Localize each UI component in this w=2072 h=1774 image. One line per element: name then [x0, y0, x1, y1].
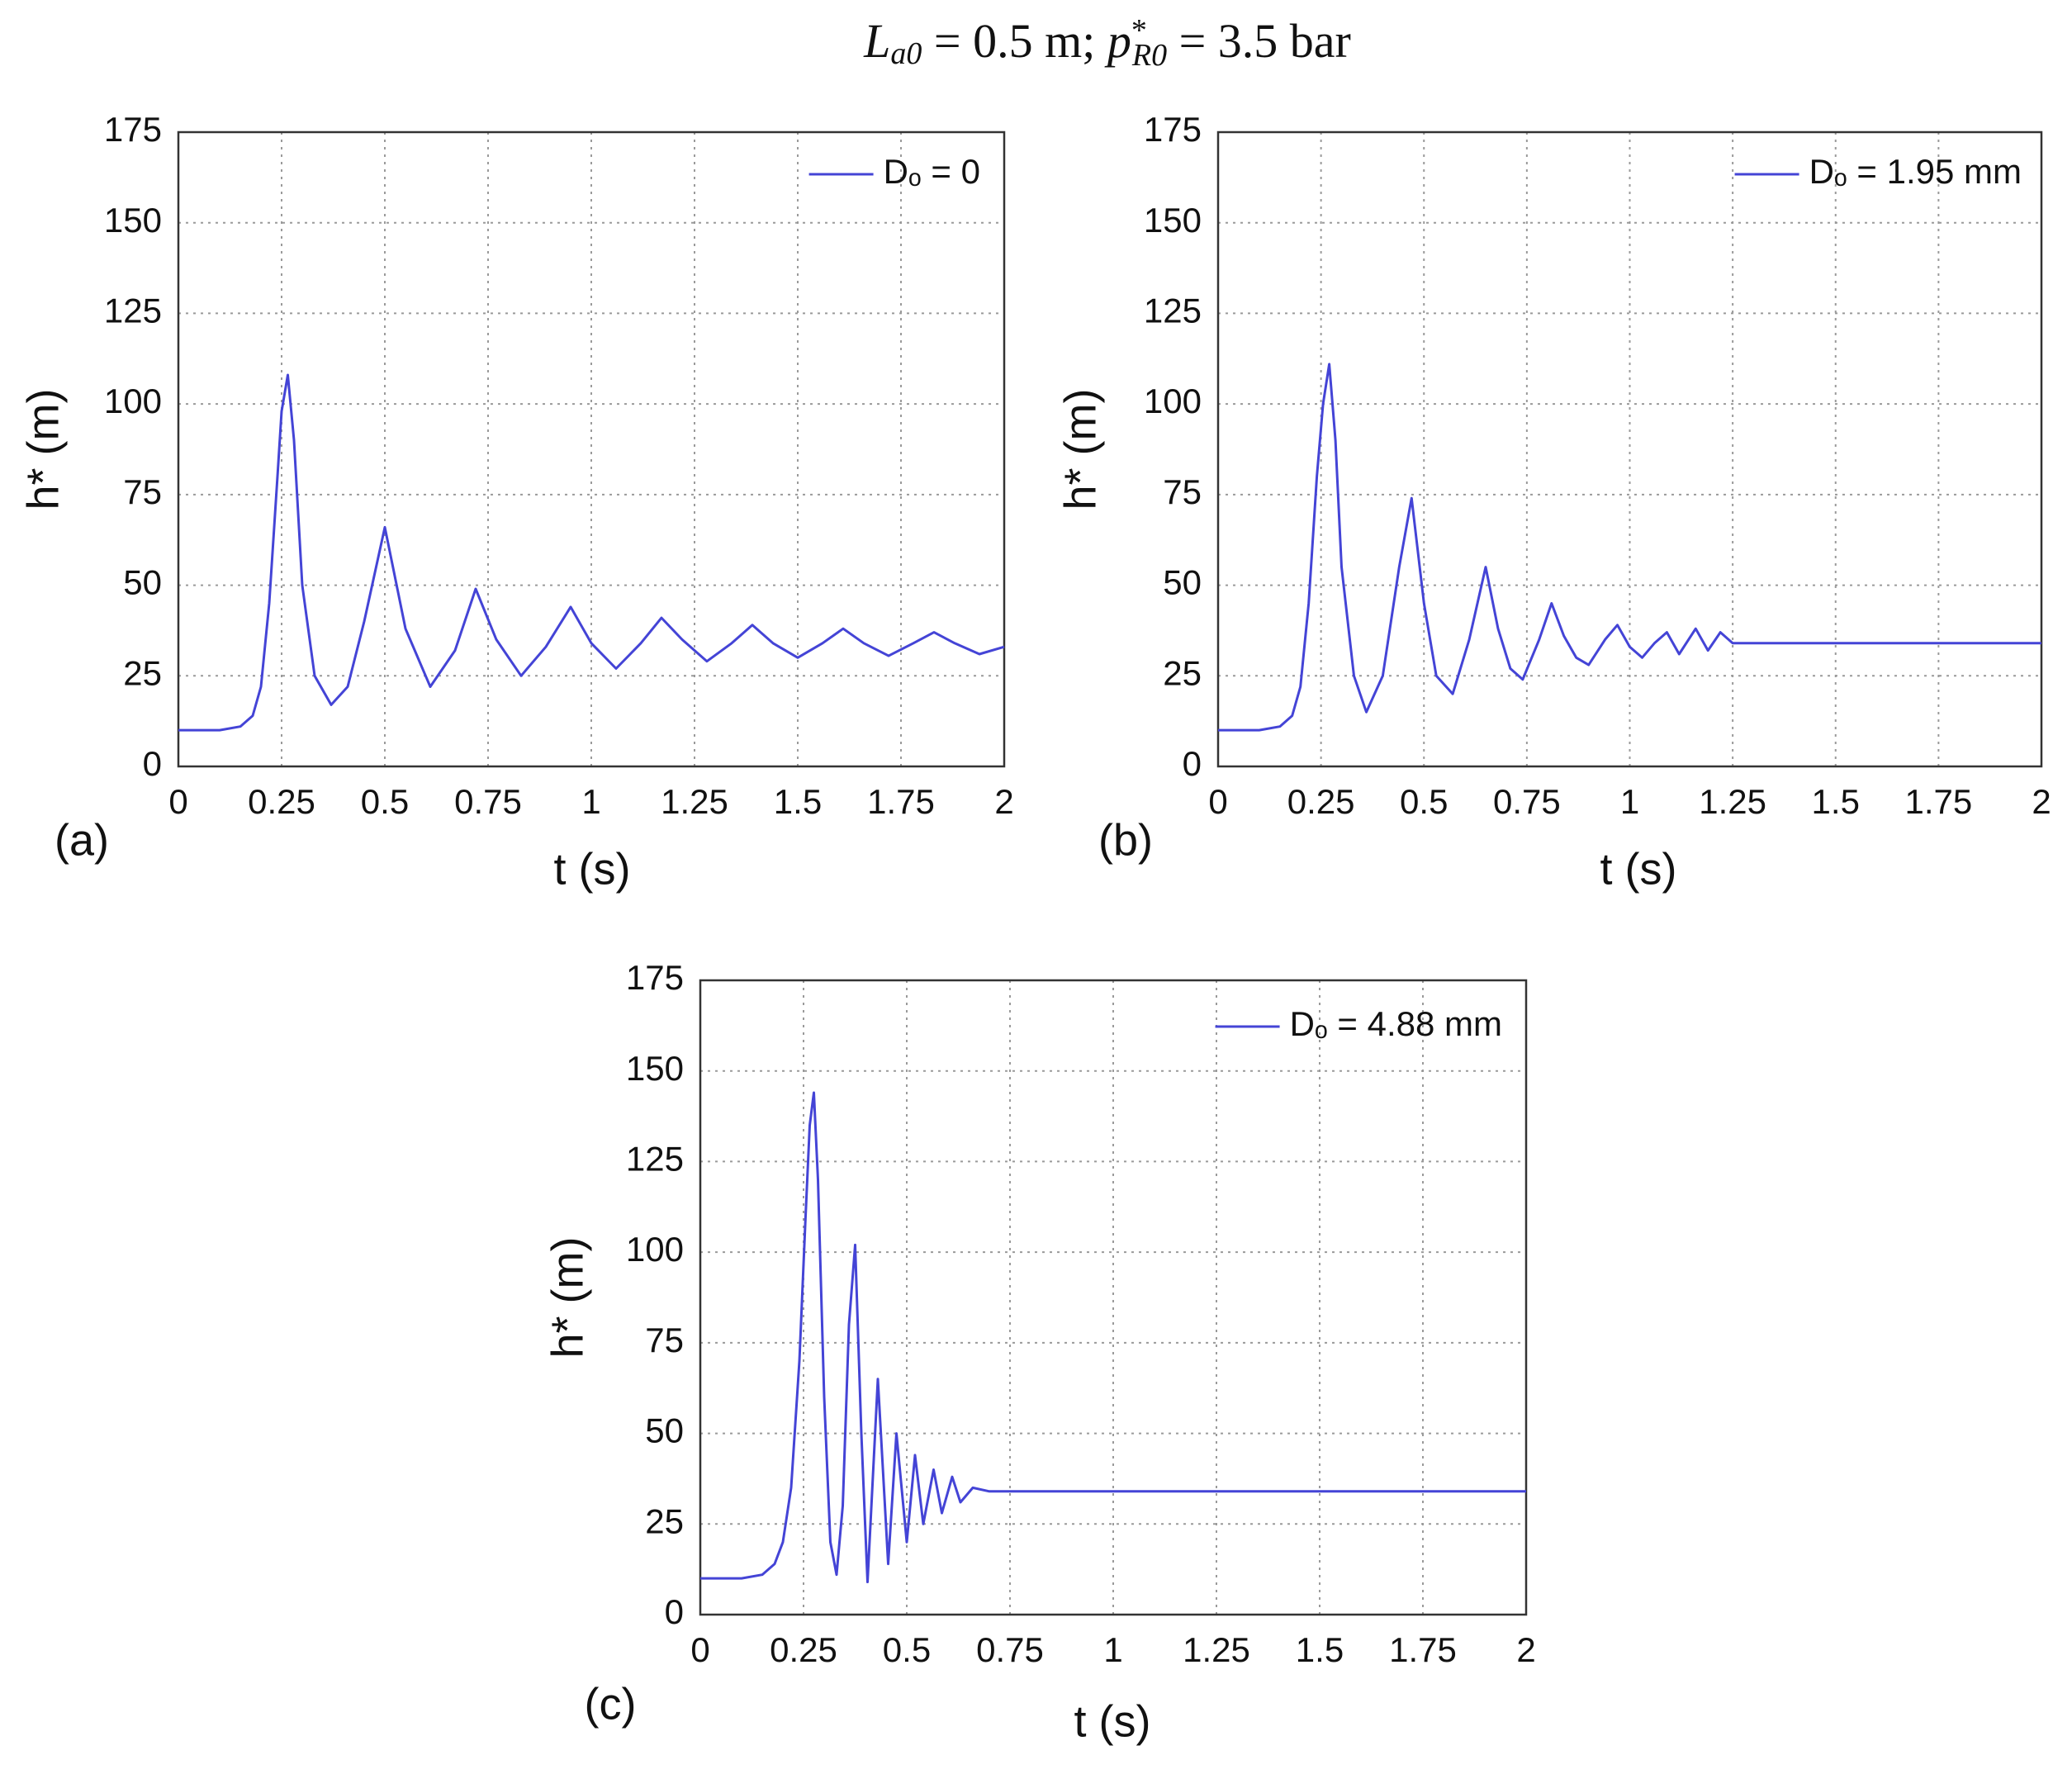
plot-area: [1218, 132, 2041, 766]
x-tick-label: 0: [690, 1630, 709, 1669]
x-tick-label: 0.75: [976, 1630, 1044, 1669]
x-tick-label: 0.25: [248, 782, 315, 821]
x-tick-label: 0: [168, 782, 187, 821]
x-tick-label: 1.75: [1389, 1630, 1457, 1669]
y-tick-label: 75: [1163, 472, 1202, 511]
plot-frame: [177, 130, 1006, 768]
y-tick-label: 50: [645, 1411, 684, 1450]
y-tick-label: 150: [1144, 201, 1202, 240]
x-tick-label: 0.5: [361, 782, 409, 821]
y-axis-label: h* (m): [1055, 389, 1105, 510]
y-tick-label: 125: [1144, 292, 1202, 330]
title-part: = 0.5 m;: [922, 14, 1107, 68]
title-part: a0: [890, 36, 922, 71]
legend-label: Dₒ = 0: [884, 152, 980, 191]
data-line: [700, 1091, 1526, 1583]
x-axis-label: t (s): [554, 844, 631, 894]
x-tick-label: 0.5: [883, 1630, 931, 1669]
x-tick-label: 0.75: [454, 782, 522, 821]
y-tick-label: 175: [626, 958, 684, 997]
x-tick-label: 1: [1620, 782, 1639, 821]
y-tick-label: 100: [1144, 382, 1202, 420]
x-tick-label: 0.25: [1287, 782, 1355, 821]
x-tick-label: 0: [1208, 782, 1227, 821]
title-part: p: [1104, 14, 1131, 68]
y-tick-label: 0: [665, 1592, 684, 1631]
x-tick-label: 0.75: [1493, 782, 1561, 821]
x-tick-label: 1.25: [661, 782, 728, 821]
y-tick-label: 150: [104, 201, 162, 240]
x-tick-label: 0.25: [770, 1630, 837, 1669]
y-tick-label: 25: [645, 1501, 684, 1540]
y-tick-label: 125: [104, 292, 162, 330]
y-tick-label: 0: [1183, 744, 1202, 783]
y-tick-label: 25: [1163, 653, 1202, 692]
x-tick-label: 1.75: [1905, 782, 1973, 821]
x-tick-label: 2: [2032, 782, 2051, 821]
y-axis-label: h* (m): [18, 389, 68, 510]
title-part: *: [1131, 13, 1147, 48]
x-axis-label: t (s): [1600, 844, 1677, 894]
x-tick-label: 2: [994, 782, 1013, 821]
x-tick-label: 1.5: [1296, 1630, 1344, 1669]
plot-area: [178, 132, 1004, 766]
y-tick-label: 50: [123, 563, 162, 602]
panel-label: (a): [55, 815, 109, 865]
x-tick-label: 1: [1103, 1630, 1122, 1669]
y-tick-label: 175: [104, 110, 162, 149]
x-tick-label: 0.5: [1400, 782, 1448, 821]
panel-label: (c): [585, 1679, 637, 1729]
title-part: = 3.5 bar: [1167, 14, 1351, 68]
x-tick-label: 1.75: [867, 782, 935, 821]
y-tick-label: 75: [645, 1321, 684, 1359]
plot-area: [700, 980, 1526, 1615]
panel-label: (b): [1098, 815, 1153, 865]
y-tick-label: 125: [626, 1140, 684, 1179]
title-part: L: [863, 14, 890, 68]
y-tick-label: 25: [123, 653, 162, 692]
legend-label: Dₒ = 1.95 mm: [1809, 152, 2022, 191]
data-line: [178, 373, 1005, 732]
y-tick-label: 50: [1163, 563, 1202, 602]
figure-title: La0 = 0.5 m; p* R0 = 3.5 bar: [863, 13, 1351, 73]
y-tick-label: 175: [1144, 110, 1202, 149]
y-tick-label: 75: [123, 472, 162, 511]
plot-frame: [699, 979, 1528, 1616]
plot-frame: [1216, 130, 2043, 768]
y-tick-label: 100: [626, 1230, 684, 1269]
y-tick-label: 150: [626, 1049, 684, 1088]
legend-label: Dₒ = 4.88 mm: [1290, 1004, 1502, 1043]
x-tick-label: 1.5: [774, 782, 822, 821]
x-tick-label: 1: [581, 782, 600, 821]
data-line: [1218, 363, 2041, 732]
title-part: R0: [1131, 38, 1167, 73]
y-axis-label: h* (m): [543, 1237, 592, 1359]
y-tick-label: 100: [104, 382, 162, 420]
x-tick-label: 2: [1516, 1630, 1535, 1669]
x-tick-label: 1.5: [1812, 782, 1860, 821]
x-tick-label: 1.25: [1183, 1630, 1250, 1669]
y-tick-label: 0: [143, 744, 162, 783]
x-tick-label: 1.25: [1699, 782, 1766, 821]
x-axis-label: t (s): [1074, 1696, 1151, 1746]
